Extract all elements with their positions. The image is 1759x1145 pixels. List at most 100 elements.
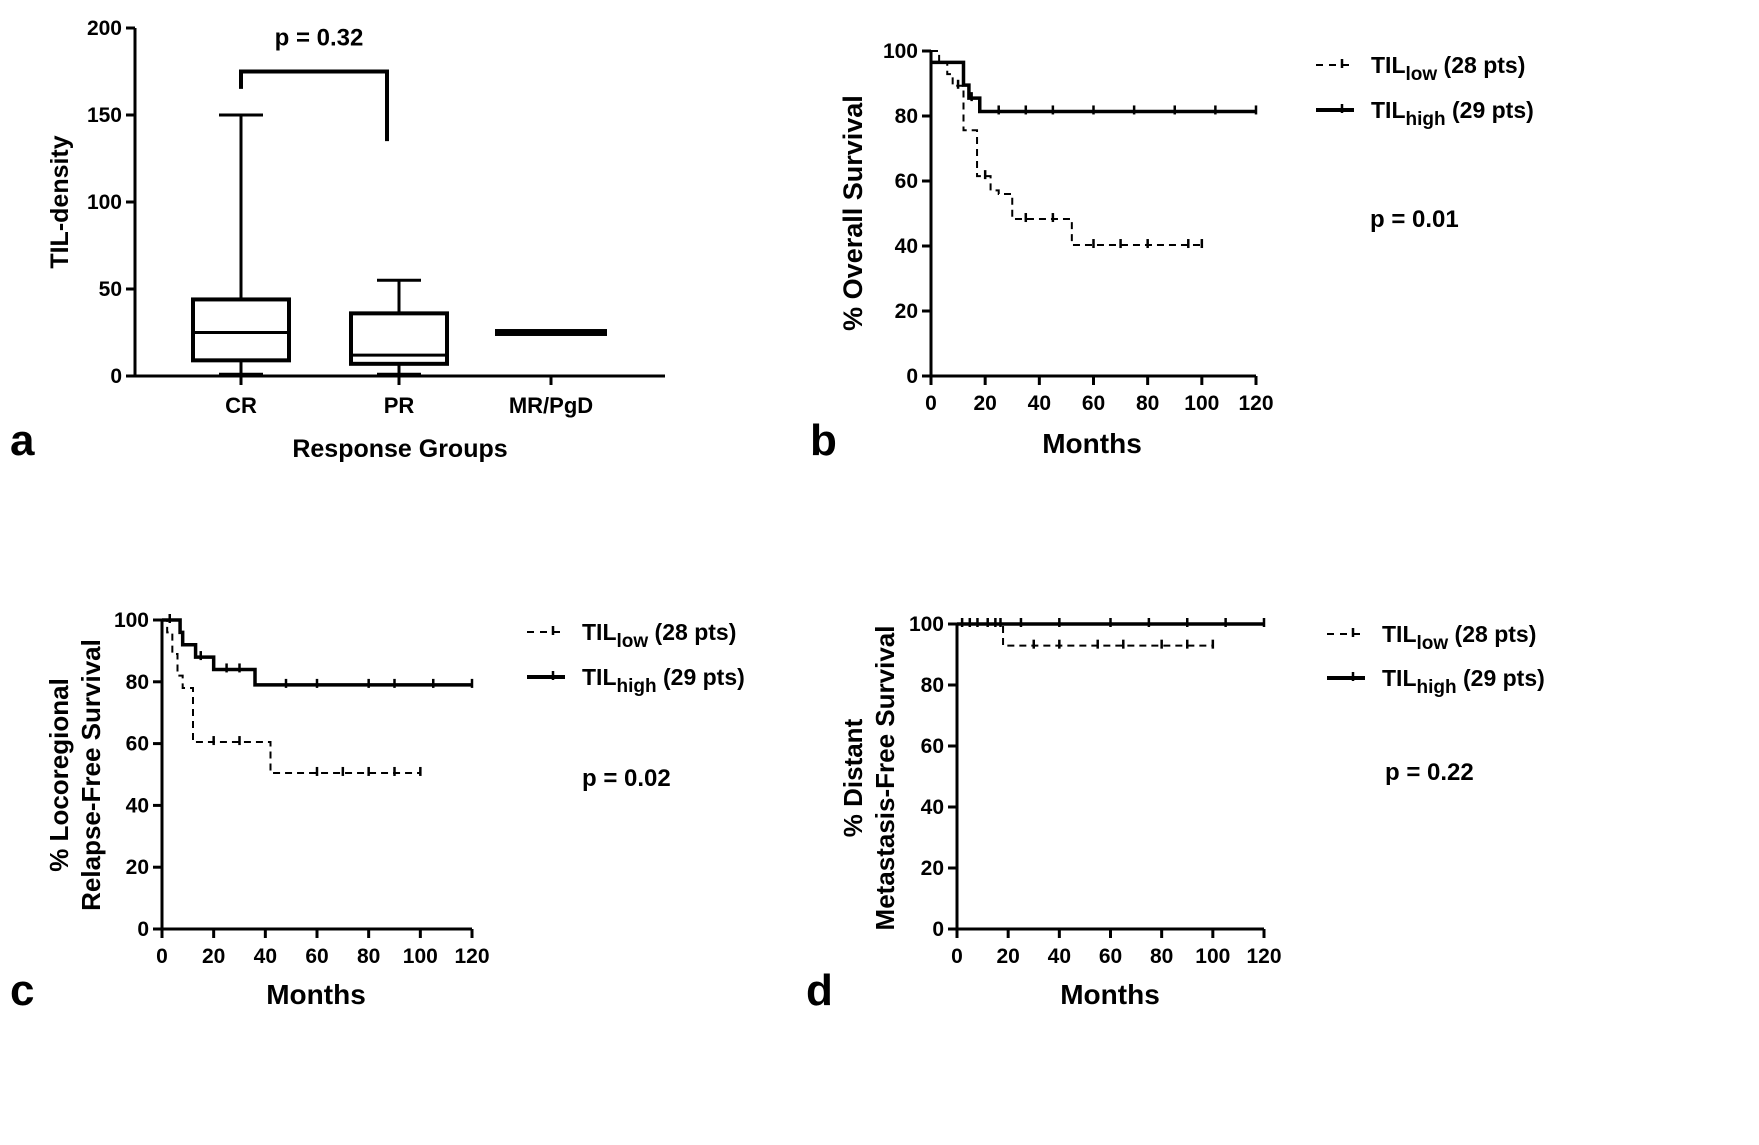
panel-a: 0 50 100 150 200 CR PR MR/PgD p = 0.32 a Response …	[10, 17, 665, 465]
survival-curve	[957, 623, 1213, 647]
y-axis-label-line: % Locoregional	[44, 678, 74, 872]
legend-item-til-high: TILhigh (29 pts)	[1316, 97, 1534, 130]
bracket-line	[239, 69, 389, 142]
box-collapsed	[495, 329, 607, 336]
panel-label: a	[10, 416, 35, 465]
x-tick-label: 0	[925, 392, 937, 415]
panel-d: 0 20 40 60 80 100 0 20 40 60 80 100 120 TILlow (28 pt…	[806, 613, 1545, 1015]
legend: TILlow (28 pts)TILhigh (29 pts)	[1327, 621, 1545, 698]
y-axis-label: % Overall Survival	[838, 95, 868, 331]
x-tick-label: MR/PgD	[509, 393, 593, 418]
y-tick-label: 0	[906, 365, 918, 388]
y-axis-label-line: Metastasis-Free Survival	[870, 626, 900, 931]
x-tick-label: 20	[973, 392, 996, 415]
x-tick-label: 80	[357, 945, 380, 968]
p-value-label: p = 0.01	[1370, 206, 1459, 233]
legend-label-sub: high	[1417, 677, 1457, 698]
box-cr	[191, 113, 291, 376]
legend-label-suffix: (29 pts)	[657, 664, 745, 690]
survival-curve	[931, 50, 1202, 247]
legend-label-base: TIL	[1382, 621, 1417, 647]
x-tick-label: 100	[1184, 392, 1219, 415]
y-tick-label: 0	[932, 918, 944, 941]
y-tick-label: 0	[137, 918, 149, 941]
legend-label-suffix: (28 pts)	[648, 619, 736, 645]
y-tick-label: 40	[921, 796, 944, 819]
y-tick-label: 40	[895, 235, 918, 258]
series-til-low	[162, 619, 422, 776]
x-tick-label: 100	[403, 945, 438, 968]
p-value-label: p = 0.22	[1385, 759, 1474, 786]
y-tick-label: 100	[114, 609, 149, 632]
legend-label: TILlow (28 pts)	[1382, 621, 1536, 654]
significance-bracket: p = 0.32	[239, 25, 389, 142]
survival-curve	[162, 619, 421, 774]
y-tick-label: 150	[87, 104, 122, 127]
x-tick-label: 60	[305, 945, 328, 968]
legend-label: TILlow (28 pts)	[1371, 52, 1525, 85]
legend-label-sub: low	[1417, 633, 1449, 654]
legend-item-til-high: TILhigh (29 pts)	[527, 664, 745, 697]
y-tick-label: 40	[126, 794, 149, 817]
x-tick-label: 60	[1099, 945, 1122, 968]
x-axis-label: Months	[1060, 979, 1160, 1010]
x-tick-label: 0	[156, 945, 168, 968]
legend: TILlow (28 pts)TILhigh (29 pts)	[1316, 52, 1534, 130]
y-tick-label: 50	[99, 278, 122, 301]
legend-label-base: TIL	[1382, 665, 1417, 691]
y-tick-label: 60	[895, 170, 918, 193]
x-tick-label: 60	[1082, 392, 1105, 415]
legend-label-suffix: (29 pts)	[1457, 665, 1545, 691]
panel-b: 0 20 40 60 80 100 0 20 40 60 80 100 120 TILlow (28 pt…	[810, 40, 1534, 465]
x-tick-label: 40	[1048, 945, 1071, 968]
p-value-label: p = 0.32	[275, 25, 364, 52]
x-tick-label: 20	[202, 945, 225, 968]
y-tick-label: 60	[126, 733, 149, 756]
x-tick-label: CR	[225, 393, 257, 418]
box-iqr	[191, 297, 291, 363]
panel-label: c	[10, 966, 34, 1015]
legend-item-til-low: TILlow (28 pts)	[527, 619, 736, 652]
legend-label-suffix: (29 pts)	[1446, 97, 1534, 123]
x-tick-label: 100	[1195, 945, 1230, 968]
x-tick-label: 80	[1136, 392, 1159, 415]
p-value-label: p = 0.02	[582, 765, 671, 792]
x-tick-label: 40	[1028, 392, 1051, 415]
legend-label-sub: high	[1406, 109, 1446, 130]
legend-label-sub: low	[1406, 64, 1438, 85]
legend-label-base: TIL	[582, 619, 617, 645]
legend-label: TILlow (28 pts)	[582, 619, 736, 652]
legend-label: TILhigh (29 pts)	[1371, 97, 1534, 130]
x-axis-label: Months	[266, 979, 366, 1010]
series-til-high	[931, 60, 1258, 115]
legend-label: TILhigh (29 pts)	[582, 664, 745, 697]
x-tick-label: 120	[1238, 392, 1273, 415]
legend-label-base: TIL	[582, 664, 617, 690]
legend: TILlow (28 pts)TILhigh (29 pts)	[527, 619, 745, 697]
y-tick-label: 200	[87, 17, 122, 40]
y-tick-label: 60	[921, 735, 944, 758]
legend-item-til-low: TILlow (28 pts)	[1316, 52, 1525, 85]
x-tick-label: 40	[254, 945, 277, 968]
panel-label: b	[810, 416, 837, 465]
panel-c: 0 20 40 60 80 100 0 20 40 60 80 100 120 TILlow (28 pt…	[10, 609, 745, 1015]
y-tick-label: 20	[921, 857, 944, 880]
legend-item-til-high: TILhigh (29 pts)	[1327, 665, 1545, 698]
y-axis-label-line: % Distant	[838, 718, 868, 837]
x-tick-label: 0	[951, 945, 963, 968]
x-tick-label: 20	[996, 945, 1019, 968]
y-tick-label: 100	[909, 613, 944, 636]
series-til-low	[931, 50, 1204, 249]
survival-curve	[931, 60, 1256, 114]
legend-item-til-low: TILlow (28 pts)	[1327, 621, 1536, 654]
y-tick-label: 20	[126, 856, 149, 879]
legend-label-suffix: (28 pts)	[1437, 52, 1525, 78]
legend-label-suffix: (28 pts)	[1448, 621, 1536, 647]
x-tick-label: 120	[454, 945, 489, 968]
series-til-high	[162, 614, 474, 688]
legend-label-sub: high	[617, 676, 657, 697]
legend-label-base: TIL	[1371, 52, 1406, 78]
x-tick-label: 120	[1246, 945, 1281, 968]
series-til-low	[957, 623, 1215, 649]
